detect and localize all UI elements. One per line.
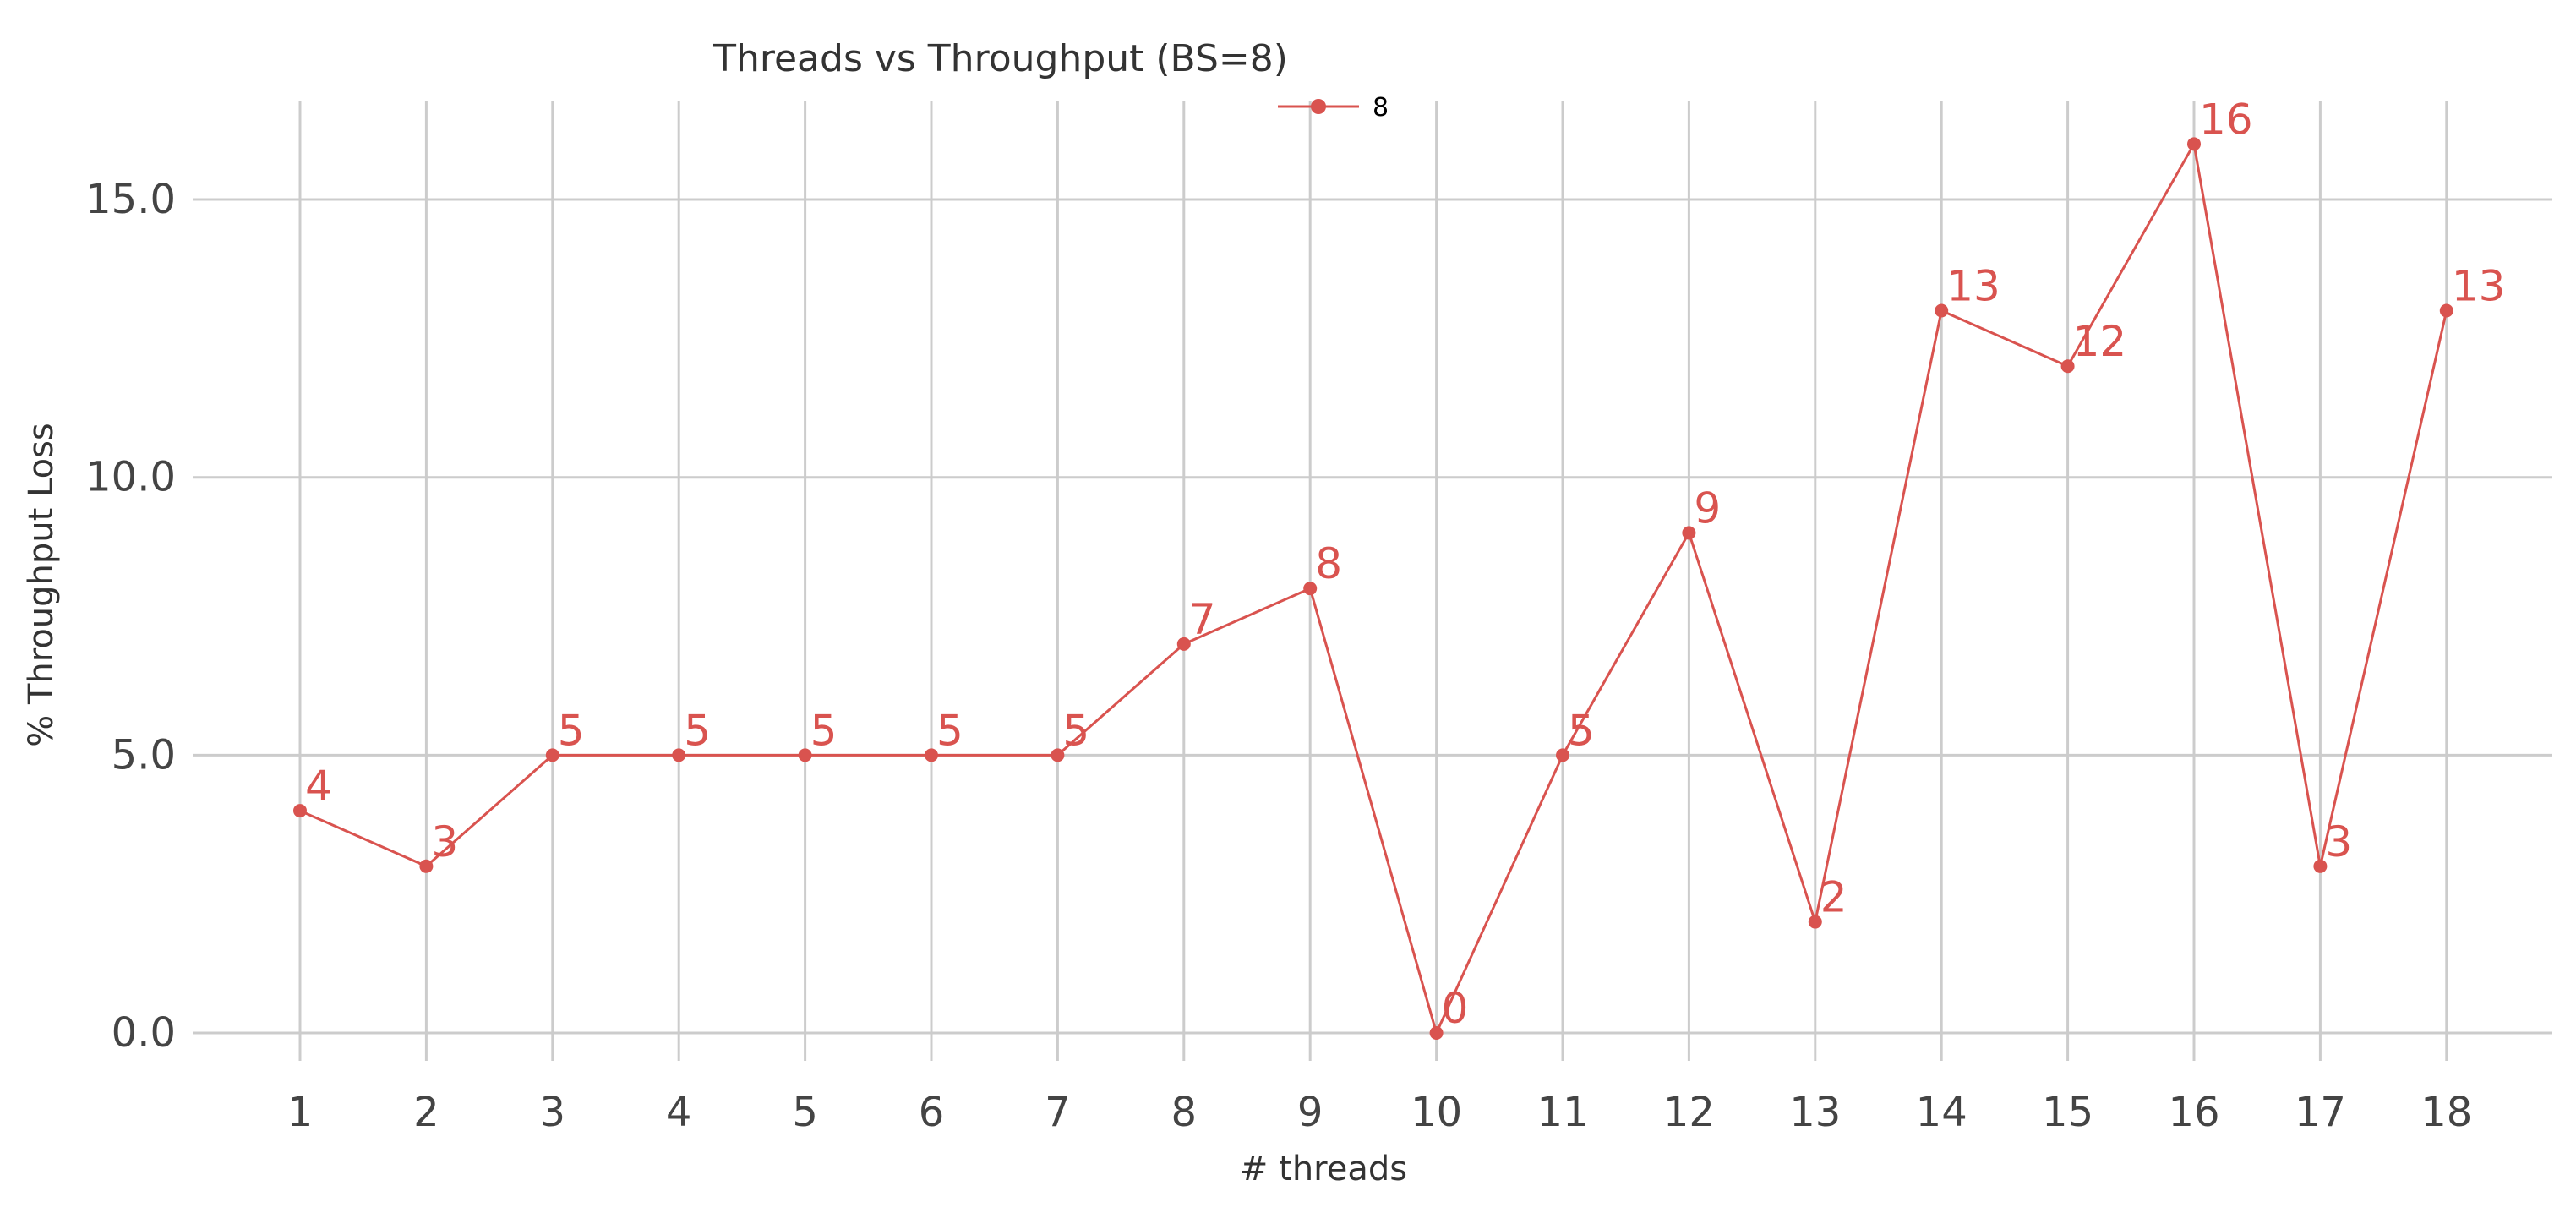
data-label: 0 [1442,984,1469,1033]
data-point [1051,748,1065,762]
legend-label: 8 [1373,93,1389,123]
series-line [299,139,2448,1037]
data-label: 7 [1189,595,1216,644]
y-axis-label: % Throughput Loss [22,423,61,747]
data-label: 16 [2199,95,2253,144]
data-point [2060,359,2075,374]
data-point [1556,748,1569,762]
x-tick-label: 3 [540,1089,566,1136]
data-label: 13 [2452,262,2506,311]
series-lines: 4 3 5 5 5 5 5 7 8 0 5 9 2 13 12 16 3 13 [293,95,2505,1040]
data-label: 2 [1820,873,1847,922]
data-point [672,748,686,762]
data-label: 13 [1946,262,2000,311]
x-axis-label: # threads [1240,1150,1407,1188]
y-tick-label: 5.0 [112,731,176,779]
data-label: 5 [810,706,838,755]
y-tick-label: 15.0 [85,176,176,223]
x-tick-label: 18 [2420,1089,2472,1136]
x-tick-label: 16 [2168,1089,2219,1136]
data-point [419,859,434,873]
data-point [1808,915,1822,929]
data-point [2439,303,2453,318]
x-tick-label: 4 [666,1089,692,1136]
x-tick-label: 9 [1297,1089,1323,1136]
x-tick-label: 15 [2042,1089,2093,1136]
x-tick-label: 17 [2295,1089,2346,1136]
data-label: 5 [1568,706,1595,755]
data-label: 5 [1062,706,1089,755]
x-tick-label: 13 [1789,1089,1841,1136]
x-tick-label: 6 [919,1089,945,1136]
data-label: 5 [684,706,711,755]
data-point [1176,637,1191,651]
x-tick-label: 2 [413,1089,439,1136]
x-tick-label: 7 [1045,1089,1071,1136]
data-label: 5 [558,706,585,755]
x-tick-label: 12 [1663,1089,1715,1136]
grid [193,101,2552,1061]
legend-marker [1311,99,1326,114]
x-tick-label: 8 [1171,1089,1198,1136]
x-axis-tick-labels: 1 2 3 4 5 6 7 8 9 10 11 12 13 14 15 16 17 18 [287,1089,2473,1136]
data-point [1429,1026,1444,1040]
x-tick-label: 14 [1916,1089,1967,1136]
data-label: 5 [936,706,963,755]
data-point [925,748,938,762]
chart-title: Threads vs Throughput (BS=8) [712,37,1288,80]
data-label: 9 [1694,484,1721,533]
data-label: 3 [2325,817,2352,866]
data-label: 12 [2073,317,2127,366]
legend: 8 [1278,93,1389,123]
data-label: 3 [431,817,458,866]
data-label: 8 [1315,539,1342,588]
data-point [1935,303,1949,318]
data-point [293,804,307,818]
x-tick-label: 1 [287,1089,314,1136]
data-label: 4 [305,762,332,811]
y-tick-label: 0.0 [112,1009,176,1057]
data-point [798,748,812,762]
x-tick-label: 5 [792,1089,818,1136]
data-point [1303,582,1318,596]
data-point [545,748,559,762]
y-axis-tick-labels: 0.0 5.0 10.0 15.0 [85,176,176,1057]
data-point [1682,526,1696,540]
y-tick-label: 10.0 [85,454,176,501]
x-tick-label: 11 [1536,1089,1588,1136]
data-point [2313,859,2328,873]
data-point [2187,137,2201,151]
x-tick-label: 10 [1411,1089,1462,1136]
